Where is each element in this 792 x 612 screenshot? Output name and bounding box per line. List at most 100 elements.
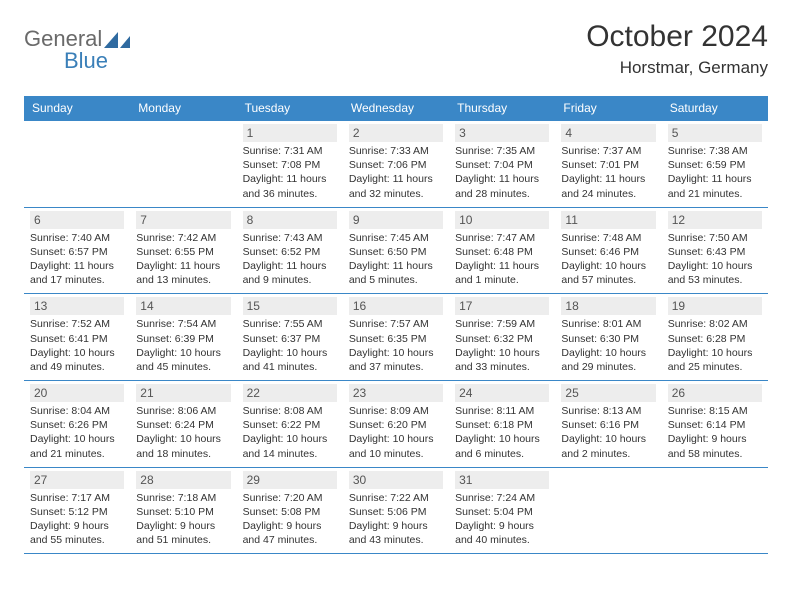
day-number: 28 bbox=[136, 471, 230, 489]
day-details: Sunrise: 7:18 AMSunset: 5:10 PMDaylight:… bbox=[136, 491, 230, 548]
logo-text-blue: Blue bbox=[64, 48, 130, 74]
calendar-cell bbox=[662, 467, 768, 554]
day-number: 24 bbox=[455, 384, 549, 402]
day-details: Sunrise: 7:43 AMSunset: 6:52 PMDaylight:… bbox=[243, 231, 337, 288]
day-number: 23 bbox=[349, 384, 443, 402]
weekday-header: Sunday bbox=[24, 96, 130, 121]
day-number: 30 bbox=[349, 471, 443, 489]
day-details: Sunrise: 7:40 AMSunset: 6:57 PMDaylight:… bbox=[30, 231, 124, 288]
calendar-week-row: 20 Sunrise: 8:04 AMSunset: 6:26 PMDayligh… bbox=[24, 381, 768, 468]
day-number: 21 bbox=[136, 384, 230, 402]
calendar-header-row: SundayMondayTuesdayWednesdayThursdayFrid… bbox=[24, 96, 768, 121]
day-details: Sunrise: 8:01 AMSunset: 6:30 PMDaylight:… bbox=[561, 317, 655, 374]
day-details: Sunrise: 7:33 AMSunset: 7:06 PMDaylight:… bbox=[349, 144, 443, 201]
calendar-cell bbox=[130, 121, 236, 208]
day-number: 15 bbox=[243, 297, 337, 315]
day-details: Sunrise: 7:45 AMSunset: 6:50 PMDaylight:… bbox=[349, 231, 443, 288]
calendar-cell: 2 Sunrise: 7:33 AMSunset: 7:06 PMDaylight… bbox=[343, 121, 449, 208]
day-details: Sunrise: 8:09 AMSunset: 6:20 PMDaylight:… bbox=[349, 404, 443, 461]
day-details: Sunrise: 7:47 AMSunset: 6:48 PMDaylight:… bbox=[455, 231, 549, 288]
calendar-cell: 15 Sunrise: 7:55 AMSunset: 6:37 PMDayligh… bbox=[237, 294, 343, 381]
calendar-cell: 17Sunrise: 7:59 AMSunset: 6:32 PMDayligh… bbox=[449, 294, 555, 381]
day-details: Sunrise: 7:52 AMSunset: 6:41 PMDaylight:… bbox=[30, 317, 124, 374]
header: GeneralBlue October 2024 Horstmar, Germa… bbox=[24, 20, 768, 78]
calendar-cell: 26 Sunrise: 8:15 AMSunset: 6:14 PMDayligh… bbox=[662, 381, 768, 468]
calendar-cell: 29Sunrise: 7:20 AMSunset: 5:08 PMDayligh… bbox=[237, 467, 343, 554]
calendar-cell bbox=[555, 467, 661, 554]
day-details: Sunrise: 7:59 AMSunset: 6:32 PMDaylight:… bbox=[455, 317, 549, 374]
weekday-header: Saturday bbox=[662, 96, 768, 121]
logo-sail-icon bbox=[104, 32, 130, 48]
calendar-week-row: 27 Sunrise: 7:17 AMSunset: 5:12 PMDayligh… bbox=[24, 467, 768, 554]
calendar-cell: 30 Sunrise: 7:22 AMSunset: 5:06 PMDayligh… bbox=[343, 467, 449, 554]
day-number: 2 bbox=[349, 124, 443, 142]
day-details: Sunrise: 8:13 AMSunset: 6:16 PMDaylight:… bbox=[561, 404, 655, 461]
weekday-header: Wednesday bbox=[343, 96, 449, 121]
day-number: 14 bbox=[136, 297, 230, 315]
calendar-cell: 10 Sunrise: 7:47 AMSunset: 6:48 PMDayligh… bbox=[449, 207, 555, 294]
calendar-week-row: 1Sunrise: 7:31 AMSunset: 7:08 PMDaylight… bbox=[24, 121, 768, 208]
day-details: Sunrise: 8:04 AMSunset: 6:26 PMDaylight:… bbox=[30, 404, 124, 461]
day-details: Sunrise: 7:50 AMSunset: 6:43 PMDaylight:… bbox=[668, 231, 762, 288]
day-details: Sunrise: 7:31 AMSunset: 7:08 PMDaylight:… bbox=[243, 144, 337, 201]
weekday-header: Friday bbox=[555, 96, 661, 121]
day-number: 31 bbox=[455, 471, 549, 489]
day-number: 5 bbox=[668, 124, 762, 142]
calendar-cell: 31 Sunrise: 7:24 AMSunset: 5:04 PMDayligh… bbox=[449, 467, 555, 554]
day-number: 20 bbox=[30, 384, 124, 402]
month-title: October 2024 bbox=[586, 20, 768, 54]
day-details: Sunrise: 7:17 AMSunset: 5:12 PMDaylight:… bbox=[30, 491, 124, 548]
calendar-cell: 28 Sunrise: 7:18 AMSunset: 5:10 PMDayligh… bbox=[130, 467, 236, 554]
day-details: Sunrise: 8:02 AMSunset: 6:28 PMDaylight:… bbox=[668, 317, 762, 374]
calendar-cell: 6 Sunrise: 7:40 AMSunset: 6:57 PMDaylight… bbox=[24, 207, 130, 294]
calendar-cell: 3 Sunrise: 7:35 AMSunset: 7:04 PMDaylight… bbox=[449, 121, 555, 208]
day-number: 3 bbox=[455, 124, 549, 142]
day-details: Sunrise: 7:54 AMSunset: 6:39 PMDaylight:… bbox=[136, 317, 230, 374]
title-block: October 2024 Horstmar, Germany bbox=[586, 20, 768, 78]
calendar-cell bbox=[24, 121, 130, 208]
logo: GeneralBlue bbox=[24, 26, 130, 74]
day-details: Sunrise: 7:20 AMSunset: 5:08 PMDaylight:… bbox=[243, 491, 337, 548]
day-number: 26 bbox=[668, 384, 762, 402]
calendar-cell: 21Sunrise: 8:06 AMSunset: 6:24 PMDayligh… bbox=[130, 381, 236, 468]
day-details: Sunrise: 8:15 AMSunset: 6:14 PMDaylight:… bbox=[668, 404, 762, 461]
day-details: Sunrise: 7:38 AMSunset: 6:59 PMDaylight:… bbox=[668, 144, 762, 201]
day-number: 4 bbox=[561, 124, 655, 142]
day-details: Sunrise: 7:35 AMSunset: 7:04 PMDaylight:… bbox=[455, 144, 549, 201]
calendar-cell: 11 Sunrise: 7:48 AMSunset: 6:46 PMDayligh… bbox=[555, 207, 661, 294]
day-details: Sunrise: 7:57 AMSunset: 6:35 PMDaylight:… bbox=[349, 317, 443, 374]
day-details: Sunrise: 7:55 AMSunset: 6:37 PMDaylight:… bbox=[243, 317, 337, 374]
weekday-header: Tuesday bbox=[237, 96, 343, 121]
location: Horstmar, Germany bbox=[586, 58, 768, 78]
day-number: 12 bbox=[668, 211, 762, 229]
day-details: Sunrise: 8:08 AMSunset: 6:22 PMDaylight:… bbox=[243, 404, 337, 461]
weekday-header: Monday bbox=[130, 96, 236, 121]
day-details: Sunrise: 7:22 AMSunset: 5:06 PMDaylight:… bbox=[349, 491, 443, 548]
calendar-cell: 9 Sunrise: 7:45 AMSunset: 6:50 PMDaylight… bbox=[343, 207, 449, 294]
calendar-cell: 4 Sunrise: 7:37 AMSunset: 7:01 PMDaylight… bbox=[555, 121, 661, 208]
day-number: 11 bbox=[561, 211, 655, 229]
day-number: 18 bbox=[561, 297, 655, 315]
calendar-table: SundayMondayTuesdayWednesdayThursdayFrid… bbox=[24, 96, 768, 554]
calendar-week-row: 13 Sunrise: 7:52 AMSunset: 6:41 PMDayligh… bbox=[24, 294, 768, 381]
weekday-header: Thursday bbox=[449, 96, 555, 121]
calendar-cell: 5 Sunrise: 7:38 AMSunset: 6:59 PMDaylight… bbox=[662, 121, 768, 208]
day-number: 6 bbox=[30, 211, 124, 229]
calendar-week-row: 6 Sunrise: 7:40 AMSunset: 6:57 PMDaylight… bbox=[24, 207, 768, 294]
calendar-cell: 8Sunrise: 7:43 AMSunset: 6:52 PMDaylight… bbox=[237, 207, 343, 294]
day-details: Sunrise: 8:11 AMSunset: 6:18 PMDaylight:… bbox=[455, 404, 549, 461]
day-details: Sunrise: 7:37 AMSunset: 7:01 PMDaylight:… bbox=[561, 144, 655, 201]
calendar-cell: 16Sunrise: 7:57 AMSunset: 6:35 PMDayligh… bbox=[343, 294, 449, 381]
day-details: Sunrise: 7:48 AMSunset: 6:46 PMDaylight:… bbox=[561, 231, 655, 288]
calendar-cell: 14 Sunrise: 7:54 AMSunset: 6:39 PMDayligh… bbox=[130, 294, 236, 381]
day-number: 19 bbox=[668, 297, 762, 315]
day-number: 9 bbox=[349, 211, 443, 229]
calendar-cell: 19 Sunrise: 8:02 AMSunset: 6:28 PMDayligh… bbox=[662, 294, 768, 381]
day-number: 10 bbox=[455, 211, 549, 229]
day-number: 13 bbox=[30, 297, 124, 315]
day-number: 27 bbox=[30, 471, 124, 489]
calendar-cell: 22Sunrise: 8:08 AMSunset: 6:22 PMDayligh… bbox=[237, 381, 343, 468]
calendar-cell: 12 Sunrise: 7:50 AMSunset: 6:43 PMDayligh… bbox=[662, 207, 768, 294]
day-number: 7 bbox=[136, 211, 230, 229]
day-details: Sunrise: 7:24 AMSunset: 5:04 PMDaylight:… bbox=[455, 491, 549, 548]
